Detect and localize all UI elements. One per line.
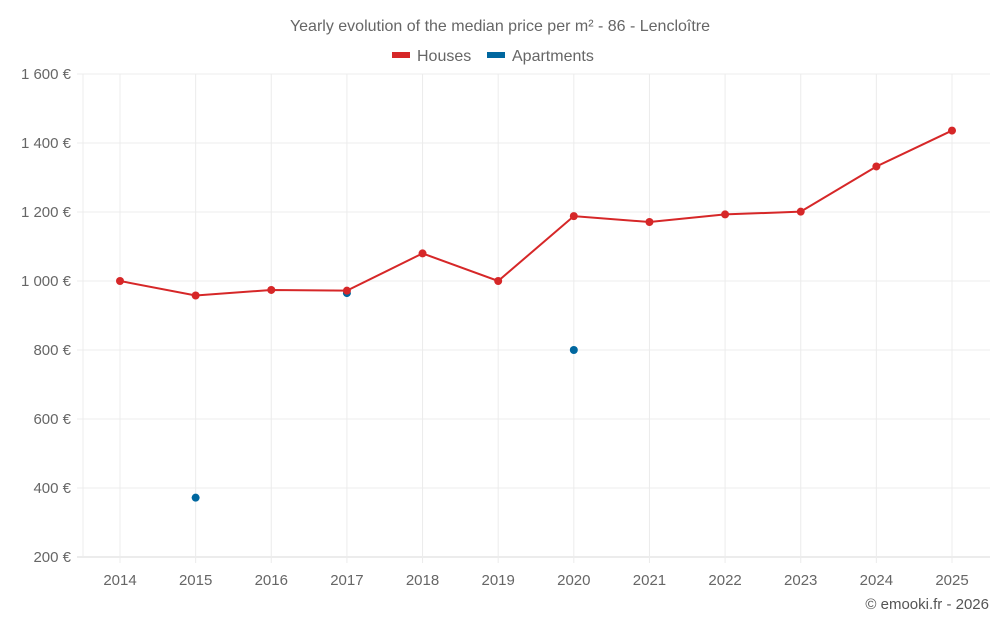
y-tick-label: 400 € [33,480,71,497]
series-layer [116,126,956,502]
data-point-apartments [569,346,578,354]
y-tick-label: 800 € [33,342,71,359]
data-point-houses [267,285,276,294]
x-tick-label: 2021 [633,572,666,589]
legend-swatch-houses [392,52,410,58]
chart-title: Yearly evolution of the median price per… [290,18,710,35]
credit-text: © emooki.fr - 2026 [865,596,989,613]
x-tick-label: 2018 [406,572,439,589]
x-tick-label: 2016 [255,572,288,589]
legend-label-houses: Houses [417,48,471,65]
x-tick-label: 2025 [935,572,968,589]
data-point-houses [191,291,200,300]
data-point-houses [569,212,578,221]
data-point-houses [948,126,956,135]
y-tick-label: 1 400 € [21,135,72,152]
data-point-houses [494,277,503,285]
series-line-houses [119,129,953,297]
y-tick-label: 1 600 € [21,66,72,83]
series-apartments [191,289,578,502]
data-point-houses [418,249,427,258]
x-tick-label: 2020 [557,572,590,589]
y-tick-label: 200 € [33,549,71,566]
data-point-houses [872,162,881,171]
y-axis: 200 € 400 € 600 € 800 € 1 000 € 1 200 € 1 400 … [21,66,72,566]
data-point-houses [116,277,124,285]
legend-label-apartments: Apartments [512,48,594,65]
series-houses [116,126,956,300]
y-tick-label: 1 000 € [21,273,72,290]
data-point-apartments [191,493,200,502]
x-tick-label: 2017 [330,572,363,589]
legend: Houses Apartments [392,48,594,65]
x-tick-label: 2023 [784,572,817,589]
legend-swatch-apartments [487,52,505,58]
data-point-houses [342,286,351,295]
data-point-houses [796,207,805,216]
x-tick-label: 2015 [179,572,212,589]
data-point-houses [721,210,730,219]
x-tick-label: 2019 [481,572,514,589]
grid [77,73,990,563]
x-tick-label: 2024 [860,572,893,589]
x-tick-label: 2022 [708,572,741,589]
y-tick-label: 600 € [33,411,71,428]
x-axis: 2014 2015 2016 2017 2018 2019 2020 2021 2022 2023… [103,572,968,589]
y-tick-label: 1 200 € [21,204,72,221]
data-point-houses [645,218,654,227]
x-tick-label: 2014 [103,572,136,589]
